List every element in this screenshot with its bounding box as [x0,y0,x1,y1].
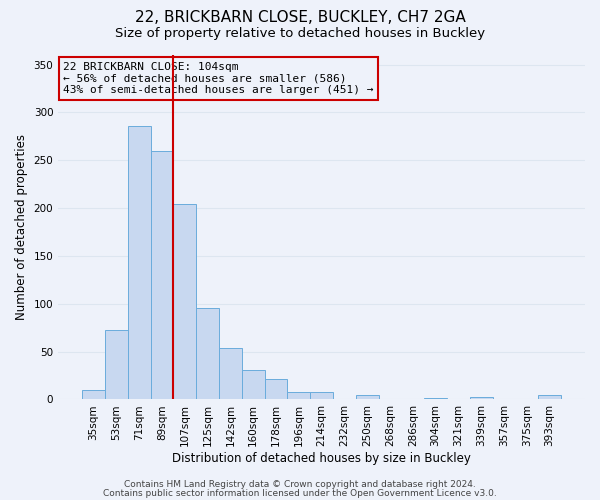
Bar [82,390,105,400]
Bar [538,394,561,400]
Bar [128,126,151,400]
Text: Contains public sector information licensed under the Open Government Licence v3: Contains public sector information licen… [103,488,497,498]
Bar [310,392,333,400]
Text: 22 BRICKBARN CLOSE: 104sqm
← 56% of detached houses are smaller (586)
43% of sem: 22 BRICKBARN CLOSE: 104sqm ← 56% of deta… [64,62,374,95]
Text: 22, BRICKBARN CLOSE, BUCKLEY, CH7 2GA: 22, BRICKBARN CLOSE, BUCKLEY, CH7 2GA [134,10,466,25]
Bar [287,392,310,400]
Bar [196,308,219,400]
Text: Contains HM Land Registry data © Crown copyright and database right 2024.: Contains HM Land Registry data © Crown c… [124,480,476,489]
Bar [242,370,265,400]
Bar [173,204,196,400]
Bar [105,330,128,400]
Bar [151,150,173,400]
Bar [219,348,242,400]
Bar [356,394,379,400]
X-axis label: Distribution of detached houses by size in Buckley: Distribution of detached houses by size … [172,452,471,465]
Text: Size of property relative to detached houses in Buckley: Size of property relative to detached ho… [115,28,485,40]
Bar [265,380,287,400]
Bar [424,398,447,400]
Bar [470,396,493,400]
Y-axis label: Number of detached properties: Number of detached properties [15,134,28,320]
